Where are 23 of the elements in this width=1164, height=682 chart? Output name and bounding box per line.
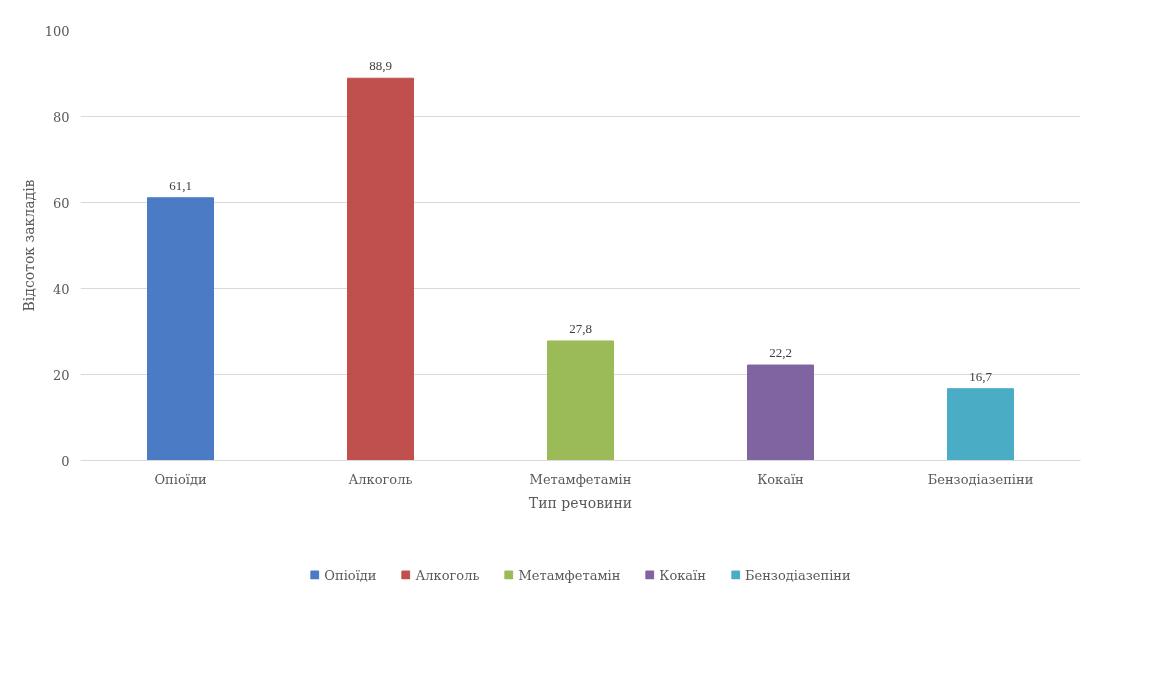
data-label: 27,8 bbox=[569, 320, 592, 336]
data-label: 61,1 bbox=[169, 177, 192, 193]
y-tick-label: 0 bbox=[61, 453, 70, 469]
legend-label: Алкоголь bbox=[415, 567, 480, 582]
y-tick-label: 80 bbox=[52, 109, 70, 125]
y-tick-label: 100 bbox=[44, 23, 70, 39]
legend-label: Бензодіазепіни bbox=[744, 567, 851, 582]
legend-label: Метамфетамін bbox=[518, 567, 621, 582]
x-tick-label: Бензодіазепіни bbox=[927, 471, 1034, 487]
y-tick-label: 20 bbox=[52, 367, 70, 383]
y-tick-label: 60 bbox=[52, 195, 70, 211]
data-label: 22,2 bbox=[769, 345, 792, 361]
y-tick-label: 40 bbox=[52, 281, 70, 297]
x-tick-label: Алкоголь bbox=[348, 471, 413, 487]
x-tick-label: Опіоїди bbox=[154, 471, 207, 487]
x-tick-label: Метамфетамін bbox=[529, 471, 632, 487]
legend-label: Кокаїн bbox=[659, 567, 706, 582]
data-label: 16,7 bbox=[969, 368, 993, 384]
x-axis-title: Тип речовини bbox=[528, 494, 633, 511]
legend-label: Опіоїди bbox=[324, 567, 377, 582]
data-label: 88,9 bbox=[369, 58, 392, 74]
x-tick-label: Кокаїн bbox=[757, 471, 804, 487]
y-axis-title: Відсоток закладів bbox=[20, 179, 37, 312]
